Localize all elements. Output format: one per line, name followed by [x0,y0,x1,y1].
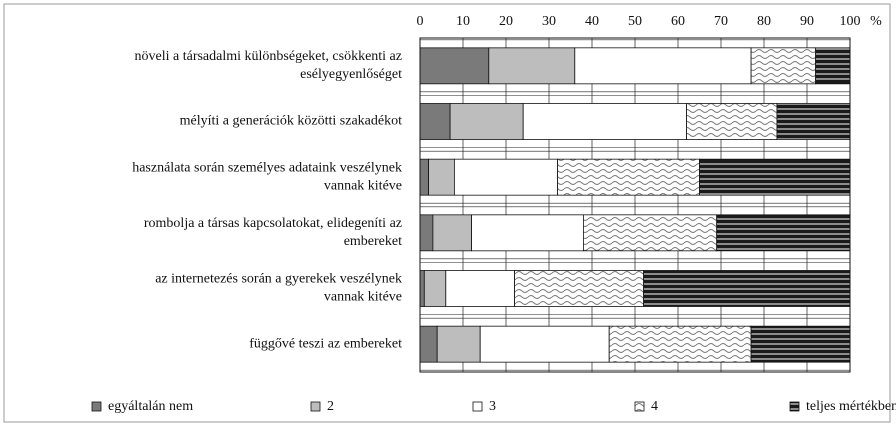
bar-segment [557,158,700,196]
bar-segment [423,270,447,307]
category-label: mélyíti a generációk közötti szakadékot [180,114,402,129]
bar-segment [445,270,515,307]
bar-segment [419,158,430,196]
bar-segment [432,214,472,252]
x-tick-label: 40 [585,14,599,29]
bar-segment [686,103,778,140]
bar-segment [583,214,718,252]
x-axis-label: % [870,14,882,29]
x-tick-label: 50 [628,14,642,29]
bar-segment [488,47,576,85]
legend-swatch [789,401,800,412]
category-label: az internetezés során a gyerekek veszély… [155,272,402,287]
legend-label: teljes mértékben [806,399,896,414]
category-label: függővé teszi az embereket [249,336,402,351]
x-tick-label: 30 [542,14,556,29]
category-label: növeli a társadalmi különbségeket, csökk… [135,49,402,64]
bar-segment [643,270,851,307]
category-label: esélyegyenlőséget [300,67,402,82]
legend-swatch [310,401,321,412]
bar-segment [471,214,584,252]
bar-segment [514,270,644,307]
bar-segment [436,325,481,363]
bar-segment [574,47,752,85]
x-tick-label: 20 [499,14,513,29]
bar-segment [479,325,610,363]
bar-segment [428,158,455,196]
plot-border [419,37,851,373]
category-label: rombolja a társas kapcsolatokat, elidege… [144,216,402,231]
x-tick-label: 70 [714,14,728,29]
x-tick-label: 80 [757,14,771,29]
bar-segment [419,47,490,85]
frame [3,3,891,423]
x-tick-label: 0 [417,14,424,29]
bar-segment [419,214,434,252]
legend-label: 2 [327,399,334,414]
bar-segment [522,103,688,140]
category-label: vannak kitéve [324,290,402,305]
bar-segment [750,47,816,85]
x-tick-label: 60 [671,14,685,29]
legend-label: egyáltalán nem [108,399,193,414]
bar-segment [449,103,524,140]
bar-segment [815,47,851,85]
bar-segment [776,103,851,140]
legend-label: 4 [651,399,658,414]
x-tick-label: 10 [456,14,470,29]
category-label: használata során személyes adataink vesz… [132,160,402,175]
category-label: embereket [344,234,402,249]
bar-segment [699,158,851,196]
bar-segment [750,325,851,363]
bar-segment [419,325,438,363]
legend-swatch [91,401,102,412]
legend-label: 3 [489,399,496,414]
bar-segment [419,270,425,307]
x-tick-label: 100 [840,14,861,29]
bar-segment [608,325,752,363]
x-tick-label: 90 [800,14,814,29]
legend-swatch [472,401,483,412]
bar-segment [716,214,851,252]
bar-segment [419,103,451,140]
category-label: vannak kitéve [324,178,402,193]
legend-swatch [634,401,645,412]
bar-segment [453,158,558,196]
